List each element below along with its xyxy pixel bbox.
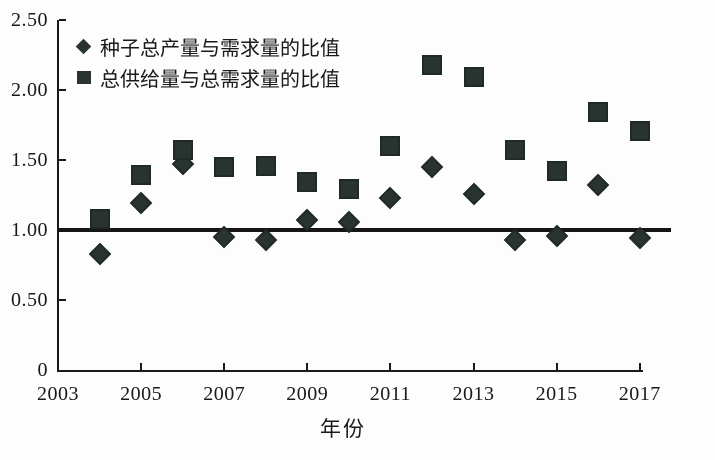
marker-diamond-2012: [420, 155, 444, 179]
square-marker-icon: [77, 71, 91, 84]
marker-square-2013: [463, 67, 484, 88]
x-tick: [638, 363, 641, 370]
x-tick-label: 2005: [120, 383, 163, 405]
y-tick: [59, 299, 66, 301]
marker-square-2009: [297, 172, 318, 193]
marker-square-2008: [255, 155, 276, 176]
marker-square-2006: [172, 140, 193, 161]
x-tick: [306, 363, 309, 370]
marker-square-2005: [131, 165, 152, 186]
x-tick-label: 2007: [203, 383, 246, 405]
x-tick-label: 2003: [37, 383, 79, 405]
y-tick-label: 0.50: [11, 289, 48, 311]
y-tick: [59, 89, 66, 91]
y-tick-label: 2.50: [11, 9, 48, 31]
marker-square-2004: [89, 208, 110, 229]
marker-square-2012: [421, 54, 442, 75]
x-axis-line: [57, 370, 643, 372]
x-axis-title: 年份: [320, 417, 366, 441]
reference-line: [57, 228, 671, 232]
legend-item-supply-ratio: 总供给量与总需求量的比值: [72, 62, 340, 93]
y-tick-label: 1.00: [11, 219, 48, 241]
x-tick-label: 2009: [286, 383, 329, 405]
marker-square-2016: [588, 102, 609, 123]
legend-label: 总供给量与总需求量的比值: [100, 69, 340, 91]
marker-diamond-2004: [88, 242, 111, 266]
y-tick-label: 1.50: [11, 149, 48, 171]
x-tick-label: 2015: [535, 383, 578, 405]
marker-diamond-2016: [586, 173, 610, 197]
x-tick-label: 2013: [452, 383, 495, 405]
legend-label: 种子总产量与需求量的比值: [100, 38, 340, 60]
marker-diamond-2005: [129, 192, 153, 215]
x-tick: [140, 363, 143, 370]
legend-item-seed-ratio: 种子总产量与需求量的比值: [72, 31, 340, 62]
x-tick: [472, 363, 475, 370]
y-axis-line: [57, 20, 59, 372]
marker-square-2007: [214, 157, 235, 177]
x-tick: [389, 363, 392, 370]
marker-square-2010: [338, 179, 359, 200]
marker-square-2017: [629, 120, 650, 141]
marker-diamond-2011: [379, 186, 402, 210]
x-tick: [223, 363, 226, 370]
x-tick: [555, 363, 558, 370]
y-tick-label: 0: [37, 359, 48, 381]
marker-square-2014: [505, 140, 526, 161]
y-tick: [59, 19, 66, 21]
x-tick-label: 2017: [618, 383, 661, 405]
chart-legend: 种子总产量与需求量的比值 总供给量与总需求量的比值: [72, 31, 340, 93]
y-tick: [59, 159, 66, 161]
x-tick-label: 2011: [369, 383, 412, 405]
marker-diamond-2013: [462, 182, 485, 205]
diamond-marker-icon: [75, 38, 92, 55]
marker-square-2015: [546, 161, 567, 182]
marker-square-2011: [380, 136, 401, 156]
y-tick-label: 2.00: [11, 79, 48, 101]
